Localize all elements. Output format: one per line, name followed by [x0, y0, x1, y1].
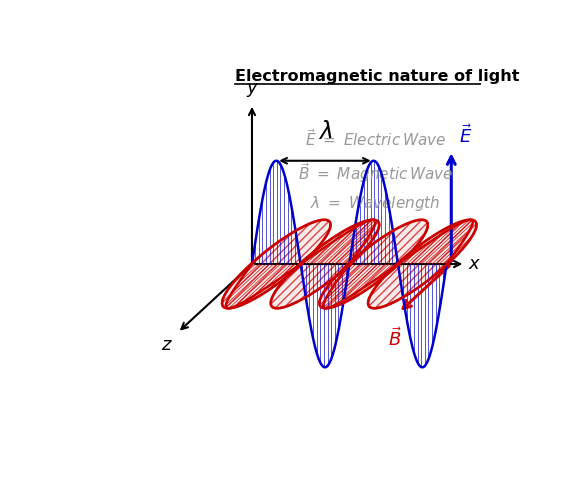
Polygon shape [222, 220, 331, 308]
Text: y: y [247, 79, 257, 97]
Polygon shape [271, 220, 379, 308]
Text: $\vec{E}$: $\vec{E}$ [459, 124, 472, 147]
Text: z: z [161, 336, 171, 354]
Text: $\vec{E}$ $=$ $Electric\,Wave$: $\vec{E}$ $=$ $Electric\,Wave$ [305, 127, 446, 148]
Polygon shape [368, 220, 476, 308]
Text: $\lambda$ $=$ $Wavelength$: $\lambda$ $=$ $Wavelength$ [310, 194, 441, 213]
Text: $\lambda$: $\lambda$ [318, 120, 332, 144]
Text: $\vec{B}$: $\vec{B}$ [388, 328, 402, 350]
Text: Electromagnetic nature of light: Electromagnetic nature of light [235, 68, 520, 83]
Polygon shape [320, 220, 428, 308]
Text: x: x [469, 255, 480, 273]
Text: $\vec{B}$ $=$ $Magnetic\,Wave$: $\vec{B}$ $=$ $Magnetic\,Wave$ [298, 161, 453, 185]
